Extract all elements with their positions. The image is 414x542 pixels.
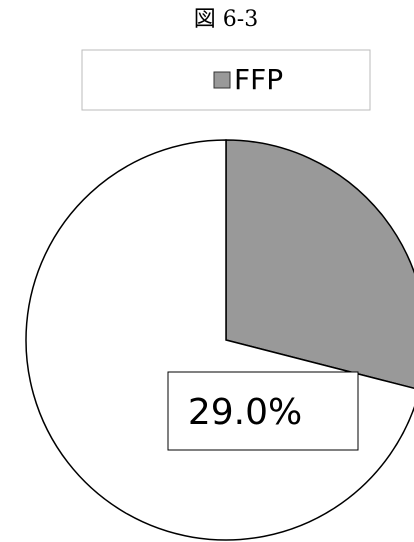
chart-title: 図 6-3 xyxy=(194,7,258,32)
data-label: 29.0% xyxy=(188,392,302,433)
pie-slice xyxy=(225,139,414,390)
legend-label: FFP xyxy=(234,63,283,96)
data-label-box xyxy=(167,371,359,451)
legend-swatch xyxy=(213,71,231,89)
